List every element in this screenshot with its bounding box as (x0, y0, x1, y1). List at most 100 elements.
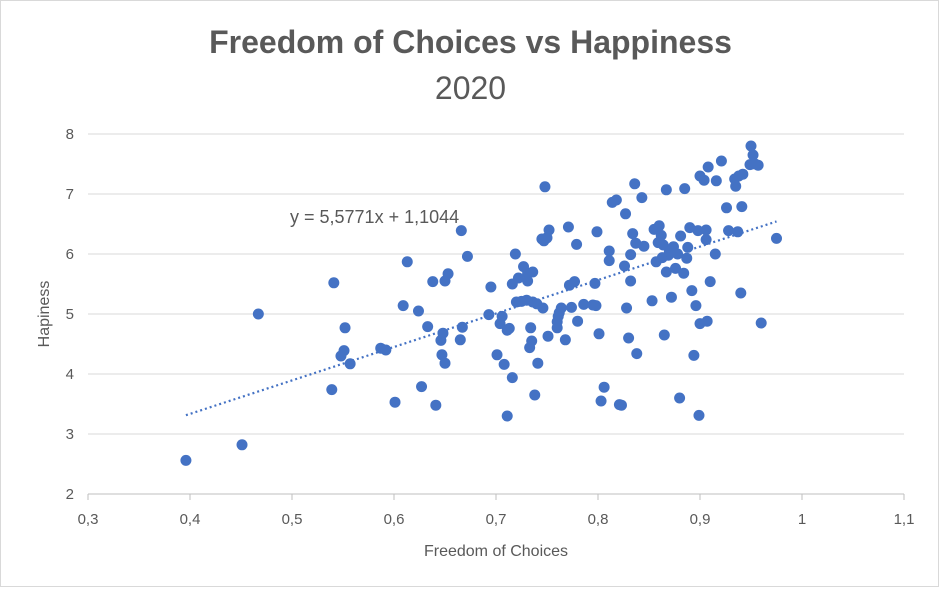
x-axis-title: Freedom of Choices (424, 543, 568, 560)
axes (87, 493, 905, 500)
data-point (704, 276, 716, 288)
data-point (700, 234, 712, 246)
data-point (603, 245, 615, 257)
data-point (598, 381, 610, 393)
data-point (529, 389, 541, 401)
data-point (638, 240, 650, 252)
data-point (455, 225, 467, 237)
data-point (623, 332, 635, 344)
data-point (747, 149, 759, 161)
data-point (491, 349, 503, 361)
data-point (326, 384, 338, 396)
data-point (655, 229, 667, 241)
data-point (730, 180, 742, 192)
y-tick-labels: 2 3 4 5 6 7 8 (66, 126, 74, 503)
data-point (532, 357, 544, 369)
trendline-group (185, 220, 777, 417)
data-point (690, 300, 702, 312)
data-point (752, 159, 764, 171)
data-point (537, 302, 549, 314)
data-point (501, 410, 513, 422)
data-point (636, 192, 648, 204)
data-point (679, 183, 691, 195)
chart-subtitle: 2020 (434, 70, 507, 106)
chart-title: Freedom of Choices vs Happiness (209, 24, 732, 60)
data-point (771, 232, 782, 244)
data-point (509, 248, 521, 260)
data-point (710, 175, 722, 187)
data-points (180, 140, 782, 466)
data-point (525, 322, 537, 334)
data-point (660, 184, 672, 196)
data-point (692, 225, 704, 237)
data-point (593, 328, 605, 340)
data-point (755, 317, 767, 329)
data-point (660, 266, 672, 278)
y-axis-title: Hapiness (36, 281, 53, 348)
data-point (631, 348, 643, 360)
data-point (589, 277, 601, 289)
x-tick-labels: 0,3 0,4 0,5 0,6 0,7 0,8 0,9 1 1,1 (78, 511, 915, 528)
x-tick-label: 0,8 (588, 511, 609, 528)
data-point (653, 220, 665, 232)
data-point (670, 262, 682, 274)
data-point (496, 310, 508, 322)
data-point (562, 221, 574, 233)
data-point (430, 399, 442, 411)
data-point (595, 395, 607, 407)
data-point (681, 252, 693, 264)
data-point (180, 454, 192, 466)
data-point (736, 201, 748, 213)
data-point (338, 345, 350, 357)
y-tick-label: 6 (66, 246, 74, 263)
data-point (456, 321, 468, 333)
data-point (693, 409, 705, 421)
data-point (512, 272, 524, 284)
x-tick-label: 0,9 (690, 511, 711, 528)
y-tick-label: 4 (66, 366, 74, 383)
data-point (442, 268, 454, 280)
data-point (543, 224, 555, 236)
data-point (672, 248, 684, 260)
x-tick-label: 0,6 (384, 511, 405, 528)
data-point (721, 202, 733, 214)
data-point (439, 357, 451, 369)
data-point (702, 161, 714, 173)
data-point (688, 349, 700, 361)
data-point (615, 399, 627, 411)
data-point (236, 439, 248, 451)
y-tick-label: 8 (66, 126, 74, 143)
x-tick-label: 0,5 (282, 511, 303, 528)
x-tick-label: 1 (798, 511, 806, 528)
data-point (591, 226, 603, 238)
trendline-equation: y = 5,5771x + 1,1044 (290, 207, 459, 227)
data-point (590, 300, 602, 312)
data-point (619, 260, 631, 272)
y-tick-label: 2 (66, 486, 74, 503)
data-point (723, 225, 735, 237)
data-point (675, 230, 687, 242)
data-point (674, 392, 686, 404)
trendline (185, 220, 777, 417)
data-point (629, 178, 641, 190)
data-point (565, 301, 577, 313)
data-point (709, 248, 721, 260)
data-point (503, 322, 515, 334)
data-point (483, 309, 495, 321)
data-point (682, 241, 694, 253)
data-point (416, 381, 428, 393)
x-tick-label: 0,4 (180, 511, 201, 528)
data-point (559, 334, 571, 346)
gridlines (88, 133, 904, 435)
data-point (735, 287, 747, 299)
data-point (522, 275, 534, 287)
data-point (678, 267, 690, 279)
data-point (422, 321, 434, 333)
data-point (686, 285, 698, 297)
data-point (401, 256, 413, 268)
x-tick-label: 0,3 (78, 511, 99, 528)
data-point (389, 396, 401, 408)
data-point (252, 308, 264, 320)
